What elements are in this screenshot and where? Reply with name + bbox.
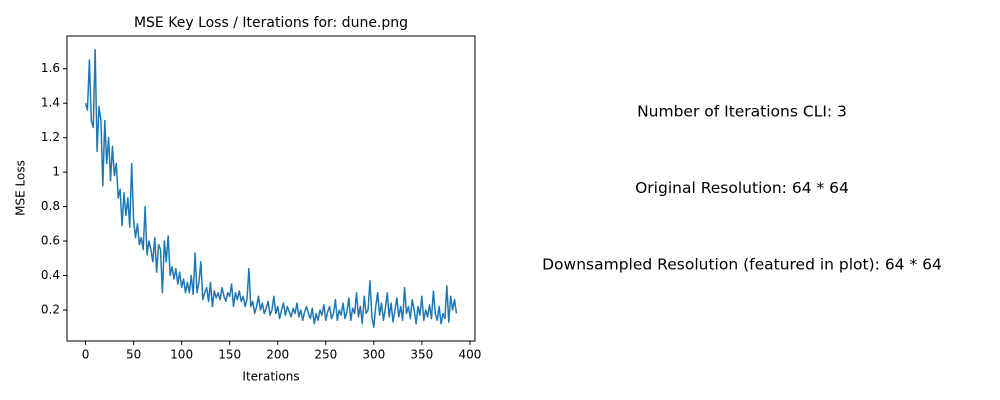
annotation: Downsampled Resolution (featured in plot…: [542, 256, 942, 274]
y-tick-label: 0.4: [41, 268, 60, 282]
x-tick-label: 100: [170, 348, 193, 362]
y-tick-label: 0.8: [41, 199, 60, 213]
x-tick-label: 300: [362, 348, 385, 362]
x-tick-label: 400: [458, 348, 481, 362]
chart-title: MSE Key Loss / Iterations for: dune.png: [134, 15, 408, 31]
y-tick-label: 0.2: [41, 302, 60, 316]
x-tick-label: 200: [266, 348, 289, 362]
x-axis-label: Iterations: [242, 370, 299, 384]
y-tick-label: 1: [52, 165, 60, 179]
y-tick-label: 1.2: [41, 130, 60, 144]
x-tick-label: 50: [126, 348, 141, 362]
y-tick-label: 1.6: [41, 61, 60, 75]
y-tick-label: 1.4: [41, 96, 60, 110]
x-tick-label: 0: [82, 348, 90, 362]
x-tick-label: 250: [314, 348, 337, 362]
plot-frame: [66, 35, 476, 342]
data-line: [84, 49, 458, 328]
annotation: Original Resolution: 64 * 64: [635, 179, 849, 197]
x-tick-label: 150: [218, 348, 241, 362]
y-axis-label: MSE Loss: [14, 160, 28, 216]
x-tick-label: 350: [410, 348, 433, 362]
annotation: Number of Iterations CLI: 3: [637, 103, 847, 121]
y-tick-label: 0.6: [41, 234, 60, 248]
